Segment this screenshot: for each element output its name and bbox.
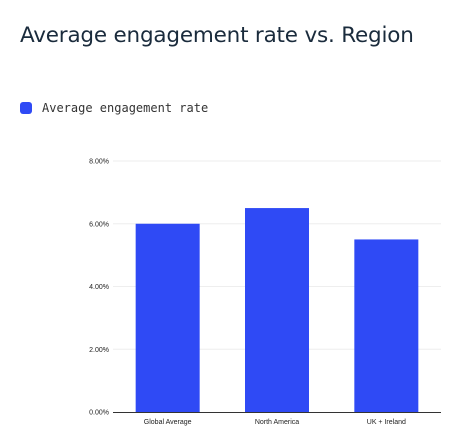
legend: Average engagement rate [20, 101, 208, 115]
legend-label: Average engagement rate [42, 101, 209, 115]
legend-swatch [20, 102, 32, 114]
bar [354, 239, 419, 412]
y-tick-label: 4.00% [89, 284, 109, 291]
y-tick-label: 0.00% [89, 410, 109, 417]
chart-title: Average engagement rate vs. Region [20, 23, 414, 48]
bar [135, 223, 200, 412]
y-tick-label: 8.00% [89, 159, 109, 166]
y-tick-label: 2.00% [89, 347, 109, 354]
y-tick-label: 6.00% [89, 221, 109, 228]
x-tick-label: North America [255, 419, 299, 426]
x-tick-label: UK + Ireland [367, 419, 406, 426]
x-tick-label: Global Average [144, 419, 192, 426]
bar [245, 208, 309, 412]
